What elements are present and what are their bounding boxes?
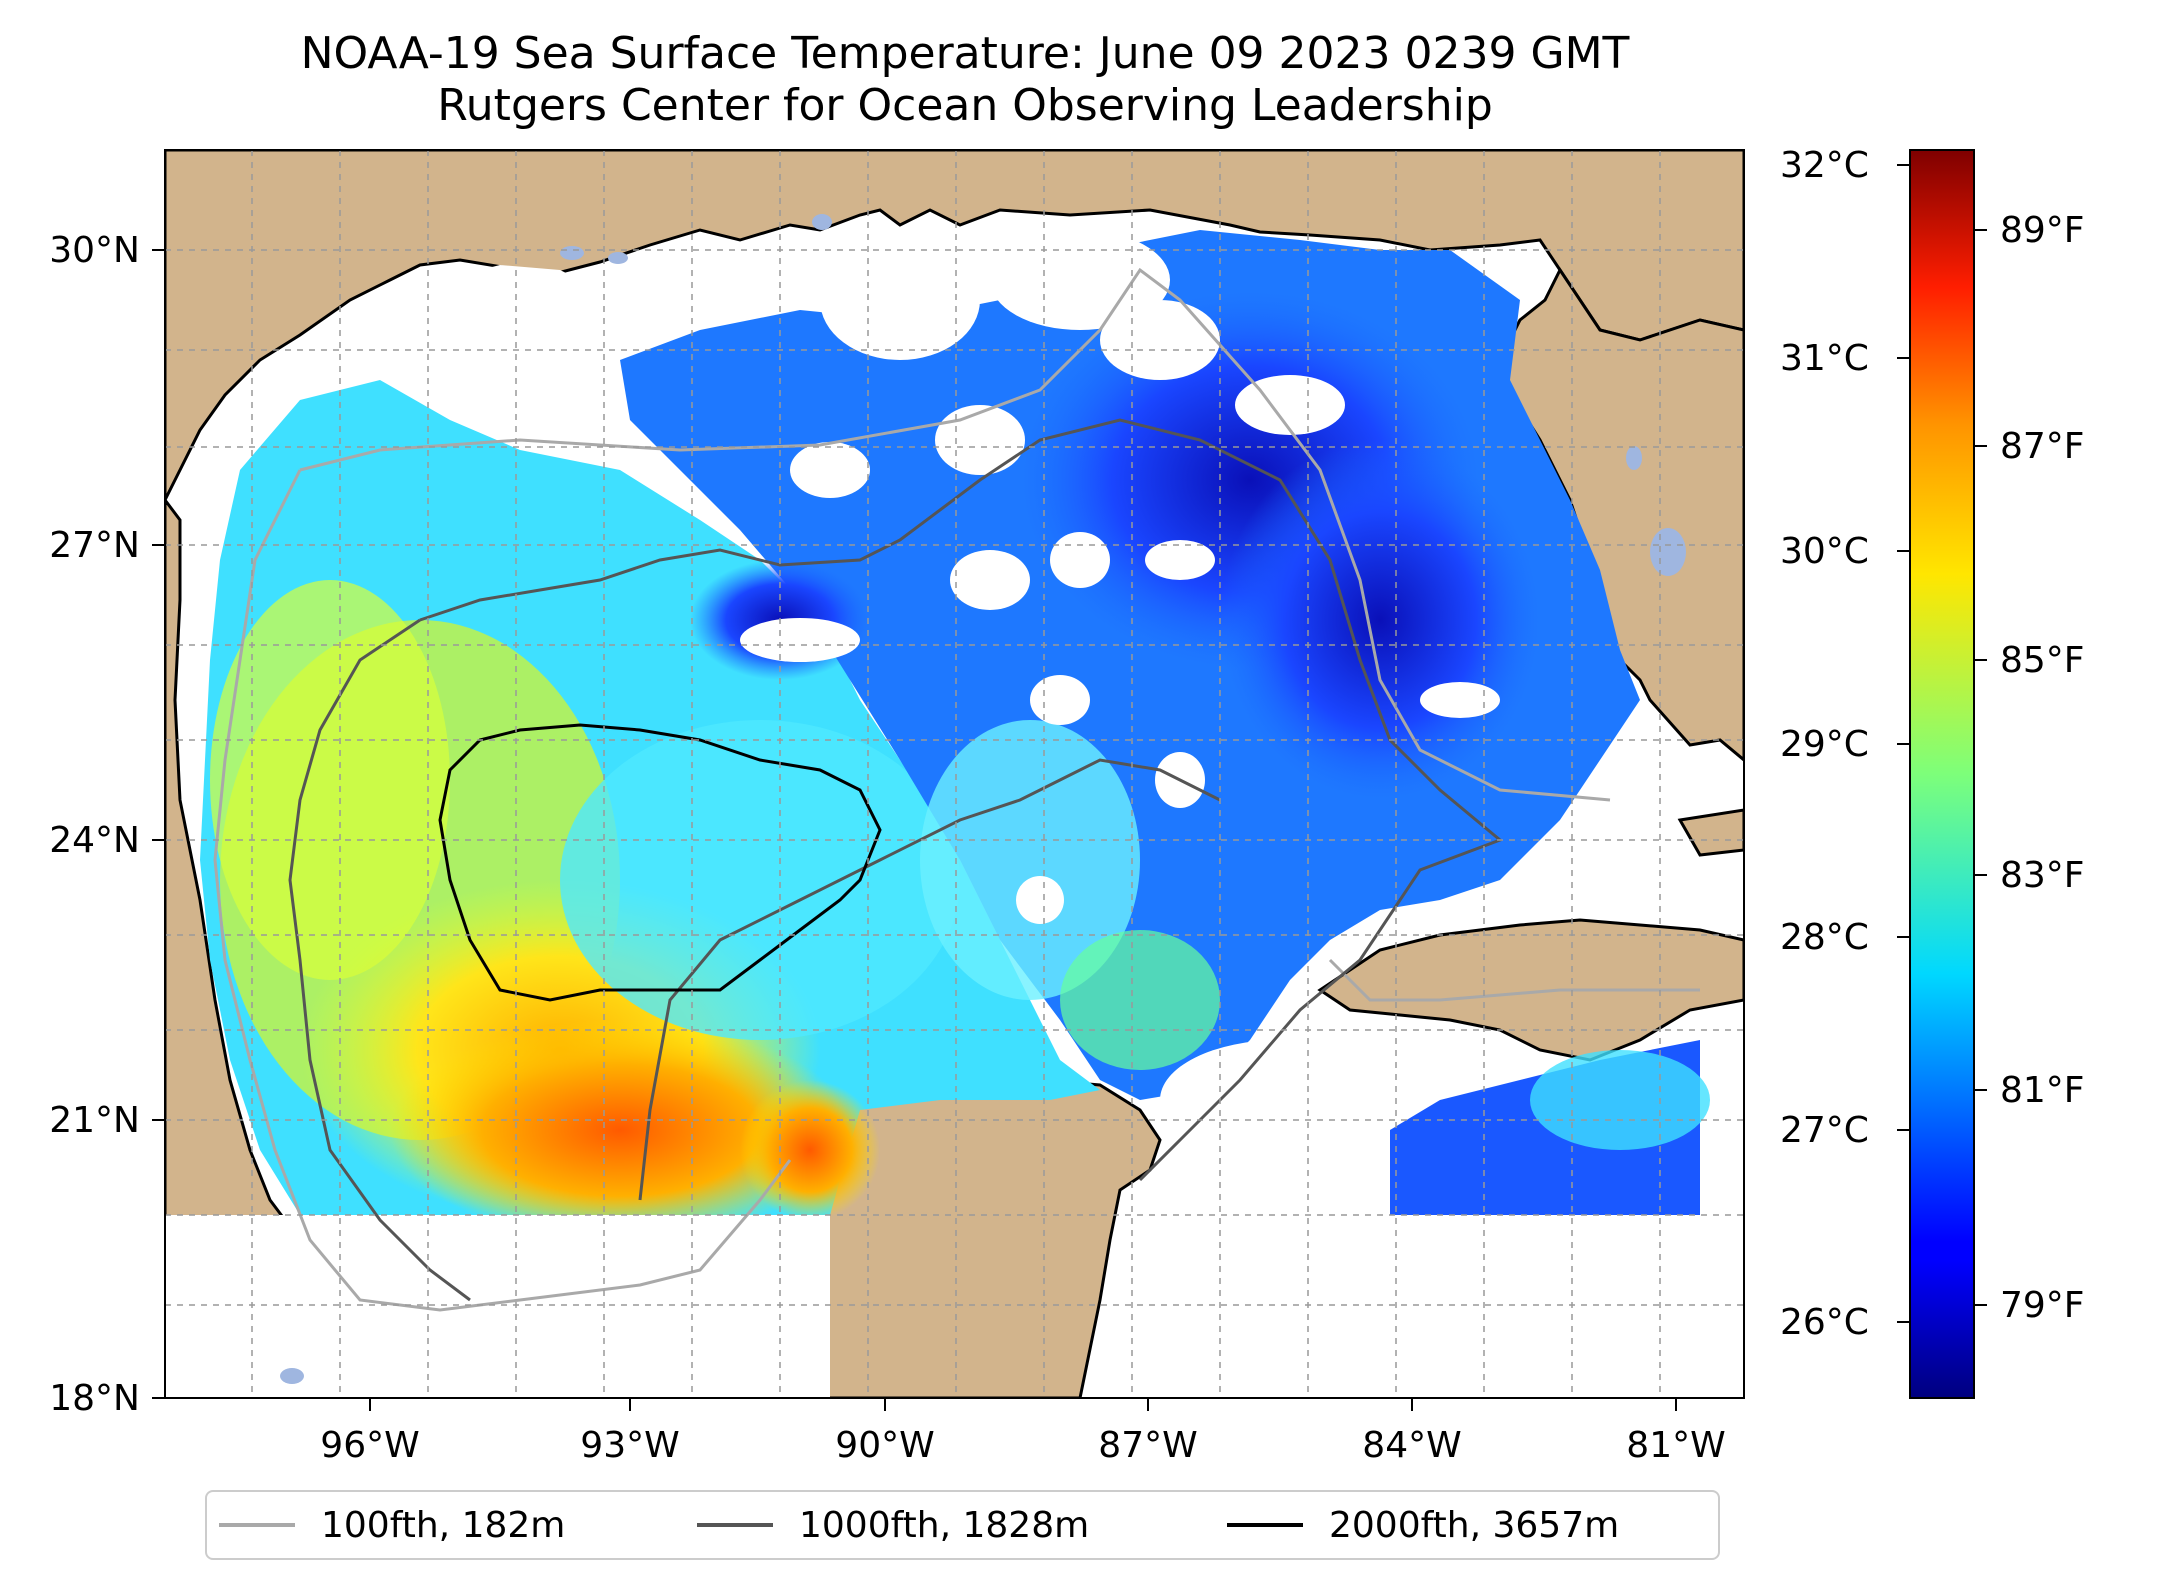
fahrenheit-tick-label: 81°F: [2000, 1070, 2085, 1111]
axis-ticks: [152, 249, 1677, 1411]
legend-item: 1000fth, 1828m: [697, 1492, 1089, 1558]
legend-label: 100fth, 182m: [321, 1504, 566, 1546]
celsius-tick-label: 26°C: [1780, 1302, 1869, 1343]
legend-item: 2000fth, 3657m: [1227, 1492, 1619, 1558]
lon-tick-label: 81°W: [1626, 1425, 1726, 1466]
map-title: NOAA-19 Sea Surface Temperature: June 09…: [300, 28, 1630, 79]
map-subtitle: Rutgers Center for Ocean Observing Leade…: [437, 80, 1493, 131]
lon-tick-label: 96°W: [320, 1425, 420, 1466]
celsius-tick-label: 28°C: [1780, 917, 1869, 958]
lat-tick-label: 18°N: [49, 1378, 140, 1419]
colorbar: [1909, 149, 1975, 1399]
legend-swatch: [697, 1523, 773, 1527]
land-areas: [165, 150, 1744, 1398]
lakes: [280, 214, 1686, 1384]
sst-field: [200, 230, 1710, 1240]
lat-tick-label: 30°N: [49, 230, 140, 271]
land-bahamas: [1677, 808, 1744, 857]
celsius-tick-label: 31°C: [1780, 338, 1869, 379]
bathymetry-contours: [213, 267, 1700, 1312]
legend-label: 2000fth, 3657m: [1329, 1504, 1620, 1546]
celsius-tick-label: 29°C: [1780, 724, 1869, 765]
lon-tick-label: 90°W: [835, 1425, 935, 1466]
map-body: [165, 150, 1744, 1398]
legend-item: 100fth, 182m: [219, 1492, 565, 1558]
fahrenheit-tick-label: 85°F: [2000, 640, 2085, 681]
lon-tick-label: 84°W: [1362, 1425, 1462, 1466]
legend-label: 1000fth, 1828m: [799, 1504, 1090, 1546]
celsius-tick-label: 30°C: [1780, 531, 1869, 572]
fahrenheit-tick-label: 79°F: [2000, 1285, 2085, 1326]
lat-tick-label: 27°N: [49, 525, 140, 566]
celsius-tick-label: 32°C: [1780, 145, 1869, 186]
fahrenheit-tick-label: 87°F: [2000, 426, 2085, 467]
legend-swatch: [1227, 1523, 1303, 1527]
lat-tick-label: 24°N: [49, 820, 140, 861]
contour-2000fth: [438, 723, 882, 1002]
lat-tick-label: 21°N: [49, 1100, 140, 1141]
lon-tick-label: 93°W: [580, 1425, 680, 1466]
graticule: [165, 150, 1744, 1398]
contour-legend: 100fth, 182m 1000fth, 1828m 2000fth, 365…: [205, 1490, 1720, 1560]
fahrenheit-tick-label: 83°F: [2000, 855, 2085, 896]
colorbar-ticks: [1897, 164, 1987, 1323]
land-cuba: [1317, 918, 1744, 1062]
lon-tick-label: 87°W: [1098, 1425, 1198, 1466]
fahrenheit-tick-label: 89°F: [2000, 210, 2085, 251]
contour-1000fth: [288, 418, 1503, 1302]
map-border: [164, 149, 1745, 1399]
legend-swatch: [219, 1523, 295, 1527]
celsius-tick-label: 27°C: [1780, 1110, 1869, 1151]
